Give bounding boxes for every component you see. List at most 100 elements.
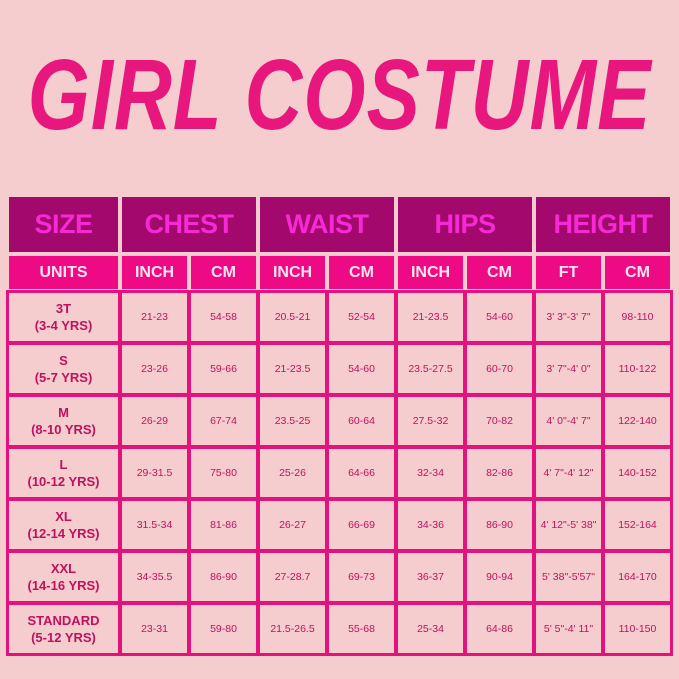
- group-header-hips: HIPS: [398, 197, 532, 252]
- measurement-cell: 25-26: [257, 446, 328, 500]
- measurement-cell: 21-23.5: [257, 342, 328, 396]
- size-label: XL: [55, 509, 72, 524]
- measurement-cell: 5' 38"-5'57": [533, 550, 604, 604]
- measurement-cell: 59-66: [188, 342, 259, 396]
- unit-header: CM: [605, 256, 670, 289]
- measurement-cell: 98-110: [602, 290, 673, 344]
- measurement-cell: 110-150: [602, 602, 673, 656]
- measurement-cell: 69-73: [326, 550, 397, 604]
- age-range: (14-16 YRS): [27, 578, 100, 593]
- measurement-cell: 27.5-32: [395, 394, 466, 448]
- table-row: M (8-10 YRS) 26-29 67-74 23.5-25 60-64 27.5-32…: [6, 394, 673, 448]
- measurement-cell: 4' 12"-5' 38": [533, 498, 604, 552]
- unit-header: INCH: [260, 256, 325, 289]
- measurement-cell: 86-90: [188, 550, 259, 604]
- group-header-height: HEIGHT: [536, 197, 670, 252]
- measurement-cell: 54-60: [326, 342, 397, 396]
- measurement-cell: 26-27: [257, 498, 328, 552]
- group-header-row: SIZE CHEST WAIST HIPS HEIGHT: [9, 197, 670, 252]
- measurement-cell: 21-23.5: [395, 290, 466, 344]
- measurement-cell: 23.5-27.5: [395, 342, 466, 396]
- measurement-cell: 60-70: [464, 342, 535, 396]
- unit-header: CM: [191, 256, 256, 289]
- size-label: L: [59, 457, 68, 472]
- table-row: XXL (14-16 YRS) 34-35.5 86-90 27-28.7 69-73 36…: [6, 550, 673, 604]
- size-cell: XL (12-14 YRS): [6, 498, 121, 552]
- size-cell: STANDARD (5-12 YRS): [6, 602, 121, 656]
- measurement-cell: 4' 7"-4' 12": [533, 446, 604, 500]
- unit-header: INCH: [122, 256, 187, 289]
- measurement-cell: 81-86: [188, 498, 259, 552]
- measurement-cell: 3' 7"-4' 0": [533, 342, 604, 396]
- measurement-cell: 29-31.5: [119, 446, 190, 500]
- measurement-cell: 75-80: [188, 446, 259, 500]
- measurement-cell: 152-164: [602, 498, 673, 552]
- measurement-cell: 55-68: [326, 602, 397, 656]
- size-label: STANDARD: [27, 613, 100, 628]
- measurement-cell: 26-29: [119, 394, 190, 448]
- unit-header: UNITS: [9, 256, 118, 289]
- size-label: 3T: [55, 301, 72, 316]
- age-range: (8-10 YRS): [31, 422, 96, 437]
- measurement-cell: 32-34: [395, 446, 466, 500]
- measurement-cell: 27-28.7: [257, 550, 328, 604]
- measurement-cell: 34-35.5: [119, 550, 190, 604]
- age-range: (12-14 YRS): [27, 526, 100, 541]
- age-range: (5-12 YRS): [31, 630, 96, 645]
- size-cell: 3T (3-4 YRS): [6, 290, 121, 344]
- measurement-cell: 21-23: [119, 290, 190, 344]
- size-cell: L (10-12 YRS): [6, 446, 121, 500]
- measurement-cell: 25-34: [395, 602, 466, 656]
- measurement-cell: 164-170: [602, 550, 673, 604]
- measurement-cell: 54-60: [464, 290, 535, 344]
- measurement-cell: 67-74: [188, 394, 259, 448]
- table-row: XL (12-14 YRS) 31.5-34 81-86 26-27 66-69 34-36…: [6, 498, 673, 552]
- page-title: GIRL COSTUME: [27, 38, 652, 150]
- age-range: (10-12 YRS): [27, 474, 100, 489]
- size-label: XXL: [50, 561, 77, 576]
- unit-header: CM: [329, 256, 394, 289]
- table-row: L (10-12 YRS) 29-31.5 75-80 25-26 64-66 32-34 8…: [6, 446, 673, 500]
- measurement-cell: 70-82: [464, 394, 535, 448]
- measurement-cell: 34-36: [395, 498, 466, 552]
- measurement-cell: 21.5-26.5: [257, 602, 328, 656]
- age-range: (3-4 YRS): [34, 318, 93, 333]
- measurement-cell: 20.5-21: [257, 290, 328, 344]
- measurement-cell: 140-152: [602, 446, 673, 500]
- measurement-cell: 54-58: [188, 290, 259, 344]
- measurement-cell: 86-90: [464, 498, 535, 552]
- size-label: M: [58, 405, 69, 420]
- measurement-cell: 64-66: [326, 446, 397, 500]
- age-range: (5-7 YRS): [34, 370, 93, 385]
- table-row: S (5-7 YRS) 23-26 59-66 21-23.5 54-60 23.5-27.…: [6, 342, 673, 396]
- group-header-chest: CHEST: [122, 197, 256, 252]
- measurement-cell: 23-31: [119, 602, 190, 656]
- measurement-cell: 36-37: [395, 550, 466, 604]
- measurement-cell: 60-64: [326, 394, 397, 448]
- measurement-cell: 3' 3"-3' 7": [533, 290, 604, 344]
- unit-header: CM: [467, 256, 532, 289]
- size-cell: XXL (14-16 YRS): [6, 550, 121, 604]
- measurement-cell: 122-140: [602, 394, 673, 448]
- size-cell: S (5-7 YRS): [6, 342, 121, 396]
- unit-header: FT: [536, 256, 601, 289]
- measurement-cell: 59-80: [188, 602, 259, 656]
- measurement-cell: 4' 0"-4' 7": [533, 394, 604, 448]
- group-header-waist: WAIST: [260, 197, 394, 252]
- size-chart-table: SIZE CHEST WAIST HIPS HEIGHT UNITS INCH CM INCH C…: [5, 193, 674, 657]
- measurement-cell: 64-86: [464, 602, 535, 656]
- size-label: S: [59, 353, 68, 368]
- table-row: STANDARD (5-12 YRS) 23-31 59-80 21.5-26.5 55-…: [6, 602, 673, 656]
- measurement-cell: 110-122: [602, 342, 673, 396]
- measurement-cell: 90-94: [464, 550, 535, 604]
- measurement-cell: 5' 5"-4' 11": [533, 602, 604, 656]
- measurement-cell: 52-54: [326, 290, 397, 344]
- group-header-size: SIZE: [9, 197, 118, 252]
- measurement-cell: 31.5-34: [119, 498, 190, 552]
- measurement-cell: 66-69: [326, 498, 397, 552]
- unit-header: INCH: [398, 256, 463, 289]
- measurement-cell: 82-86: [464, 446, 535, 500]
- measurement-cell: 23-26: [119, 342, 190, 396]
- units-row: UNITS INCH CM INCH CM INCH CM FT CM: [9, 256, 670, 289]
- measurement-cell: 23.5-25: [257, 394, 328, 448]
